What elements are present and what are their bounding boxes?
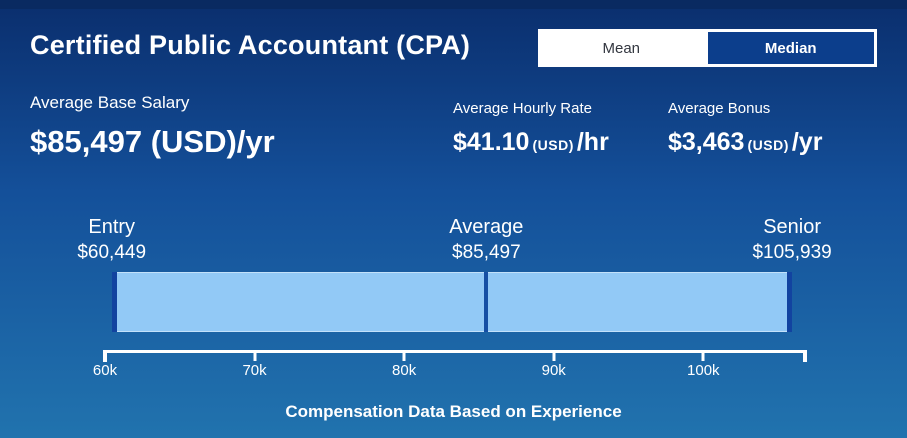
currency: (USD) [532,137,574,153]
experience-level: Senior [763,216,822,238]
experience-label-senior: Senior $105,939 [752,214,831,265]
currency: (USD) [747,137,789,153]
stat-label: Average Hourly Rate [453,100,592,117]
top-strip [0,0,907,9]
mean-toggle-button[interactable]: Mean [538,29,705,67]
experience-salary: $60,449 [77,242,147,263]
experience-level: Entry [88,216,136,238]
median-toggle-button[interactable]: Median [704,29,877,67]
stat-label: Average Base Salary [30,93,190,112]
axis-tick-label: 60k [92,362,118,379]
axis-tick [402,350,406,361]
stat-label: Average Bonus [668,100,771,117]
experience-level: Average [449,216,524,238]
axis-tick [253,350,257,361]
average-salary-marker [484,272,489,332]
compensation-chart: Entry $60,449 Average $85,497 Senior $105,939… [77,210,831,395]
stat-value: $41.10 (USD)/hr [453,128,609,157]
axis-tick [701,350,705,361]
period: /hr [576,128,609,156]
currency: (USD) [150,124,237,159]
x-axis-line [105,350,805,353]
experience-label-average: Average $85,497 [449,214,523,265]
amount: $41.10 [453,128,530,156]
average-bonus-stat: Average Bonus $3,463 (USD)/yr [668,100,822,157]
period: /yr [791,128,823,156]
axis-tick-label: 80k [392,362,417,379]
axis-tick-label: 70k [242,362,267,379]
average-base-salary-stat: Average Base Salary $85,497 (USD)/yr [30,93,275,160]
salary-range-bar[interactable] [111,272,793,332]
chart-caption: Compensation Data Based on Experience [285,402,622,421]
amount: $85,497 [30,124,143,159]
experience-label-entry: Entry $60,449 [77,214,146,265]
amount: $3,463 [668,128,745,156]
stat-value: $85,497 (USD)/yr [30,124,275,160]
period: /yr [236,124,275,159]
axis-endcap [803,350,807,362]
mean-median-toggle: Mean Median [538,29,877,67]
stat-value: $3,463 (USD)/yr [668,128,822,157]
experience-salary: $105,939 [752,242,832,263]
axis-tick-label: 100k [687,362,720,379]
axis-tick-label: 90k [541,362,566,379]
average-hourly-rate-stat: Average Hourly Rate $41.10 (USD)/hr [453,100,609,157]
job-title: Certified Public Accountant (CPA) [30,30,471,60]
experience-salary: $85,497 [452,242,521,263]
axis-endcap [103,350,107,362]
axis-tick [552,350,556,361]
